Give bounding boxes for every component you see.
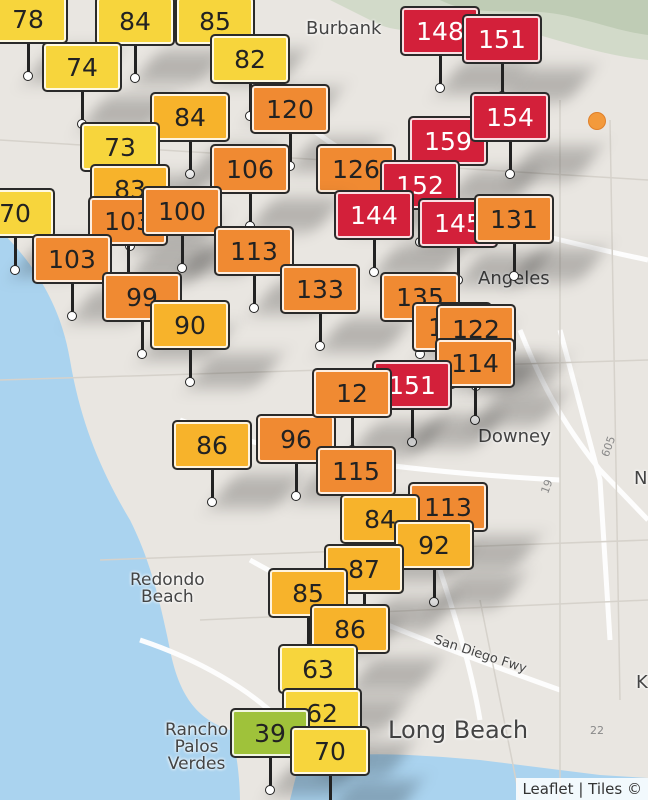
aqi-value-label[interactable]: 92 (394, 520, 474, 570)
marker-pin (207, 497, 217, 507)
marker-stem (501, 58, 504, 98)
marker-pin (10, 265, 20, 275)
aqi-value-label[interactable]: 86 (172, 420, 252, 470)
aqi-value-label[interactable]: 12 (312, 368, 392, 418)
marker-stem (351, 412, 354, 452)
marker-pin (23, 71, 33, 81)
marker-stem (373, 234, 376, 274)
aqi-value-label[interactable]: 63 (278, 644, 358, 694)
marker-stem (457, 242, 460, 282)
place-label-long-beach: Long Beach (388, 716, 529, 744)
marker-pin (185, 377, 195, 387)
marker-stem (411, 404, 414, 444)
marker-pin (130, 73, 140, 83)
aqi-value-label[interactable]: 84 (150, 92, 230, 142)
aqi-value-label[interactable]: 144 (334, 190, 414, 240)
marker-pin (177, 263, 187, 273)
marker-pin (265, 785, 275, 795)
aqi-value-label[interactable]: 103 (32, 234, 112, 284)
aqi-value-label[interactable]: 106 (210, 144, 290, 194)
place-label-n: N (634, 468, 648, 489)
marker-stem (81, 86, 84, 126)
marker-stem (269, 752, 272, 792)
map-attribution: Leaflet | Tiles © (516, 778, 648, 800)
marker-pin (429, 597, 439, 607)
marker-pin (137, 349, 147, 359)
place-label-burbank: Burbank (306, 18, 382, 39)
aqi-value-label[interactable]: 120 (250, 84, 330, 134)
marker-stem (134, 40, 137, 80)
attribution-separator: | (573, 780, 589, 798)
marker-stem (253, 270, 256, 310)
marker-stem (71, 278, 74, 318)
marker-pin (369, 267, 379, 277)
marker-stem (141, 316, 144, 356)
marker-pin (291, 491, 301, 501)
aqi-value-label[interactable]: 115 (316, 446, 396, 496)
place-label-downey: Downey (478, 426, 551, 447)
marker-stem (27, 38, 30, 78)
aqi-value-label[interactable]: 82 (210, 34, 290, 84)
aqi-value-label[interactable]: 151 (372, 360, 452, 410)
sensor-dot-marker[interactable] (588, 112, 606, 130)
marker-pin (67, 311, 77, 321)
place-label-rancho-palos-verdes: Rancho Palos Verdes (165, 720, 229, 774)
aqi-value-label[interactable]: 100 (142, 186, 222, 236)
marker-stem (289, 128, 292, 168)
road-label-22: 22 (590, 724, 604, 737)
marker-stem (509, 136, 512, 176)
marker-stem (319, 308, 322, 348)
marker-stem (14, 232, 17, 272)
leaflet-link[interactable]: Leaflet (522, 780, 574, 798)
place-label-k: K (636, 672, 648, 693)
marker-stem (181, 230, 184, 270)
aqi-value-label[interactable]: 151 (462, 14, 542, 64)
aqi-value-label[interactable]: 70 (290, 726, 370, 776)
marker-pin (470, 415, 480, 425)
marker-stem (307, 612, 310, 652)
place-label-redondo-beach: Redondo Beach (130, 570, 205, 607)
marker-stem (295, 458, 298, 498)
marker-stem (439, 50, 442, 90)
aqi-value-label[interactable]: 74 (42, 42, 122, 92)
marker-pin (407, 437, 417, 447)
marker-stem (211, 464, 214, 504)
aqi-value-label[interactable]: 78 (0, 0, 68, 44)
aqi-value-label[interactable]: 73 (80, 122, 160, 172)
aqi-value-label[interactable]: 90 (150, 300, 230, 350)
aqi-value-label[interactable]: 131 (474, 194, 554, 244)
aqi-value-label[interactable]: 154 (470, 92, 550, 142)
marker-pin (315, 341, 325, 351)
marker-stem (513, 238, 516, 278)
marker-stem (189, 344, 192, 384)
marker-stem (329, 770, 332, 800)
marker-pin (435, 83, 445, 93)
marker-stem (189, 136, 192, 176)
aqi-value-label[interactable]: 84 (95, 0, 175, 46)
aqi-value-label[interactable]: 133 (280, 264, 360, 314)
marker-pin (185, 169, 195, 179)
marker-pin (249, 303, 259, 313)
aqi-value-label[interactable]: 70 (0, 188, 55, 238)
tiles-link[interactable]: Tiles © (588, 780, 642, 798)
marker-stem (249, 188, 252, 228)
marker-stem (433, 564, 436, 604)
marker-stem (474, 382, 477, 422)
marker-pin (505, 169, 515, 179)
marker-pin (509, 271, 519, 281)
marker-stem (127, 240, 130, 280)
